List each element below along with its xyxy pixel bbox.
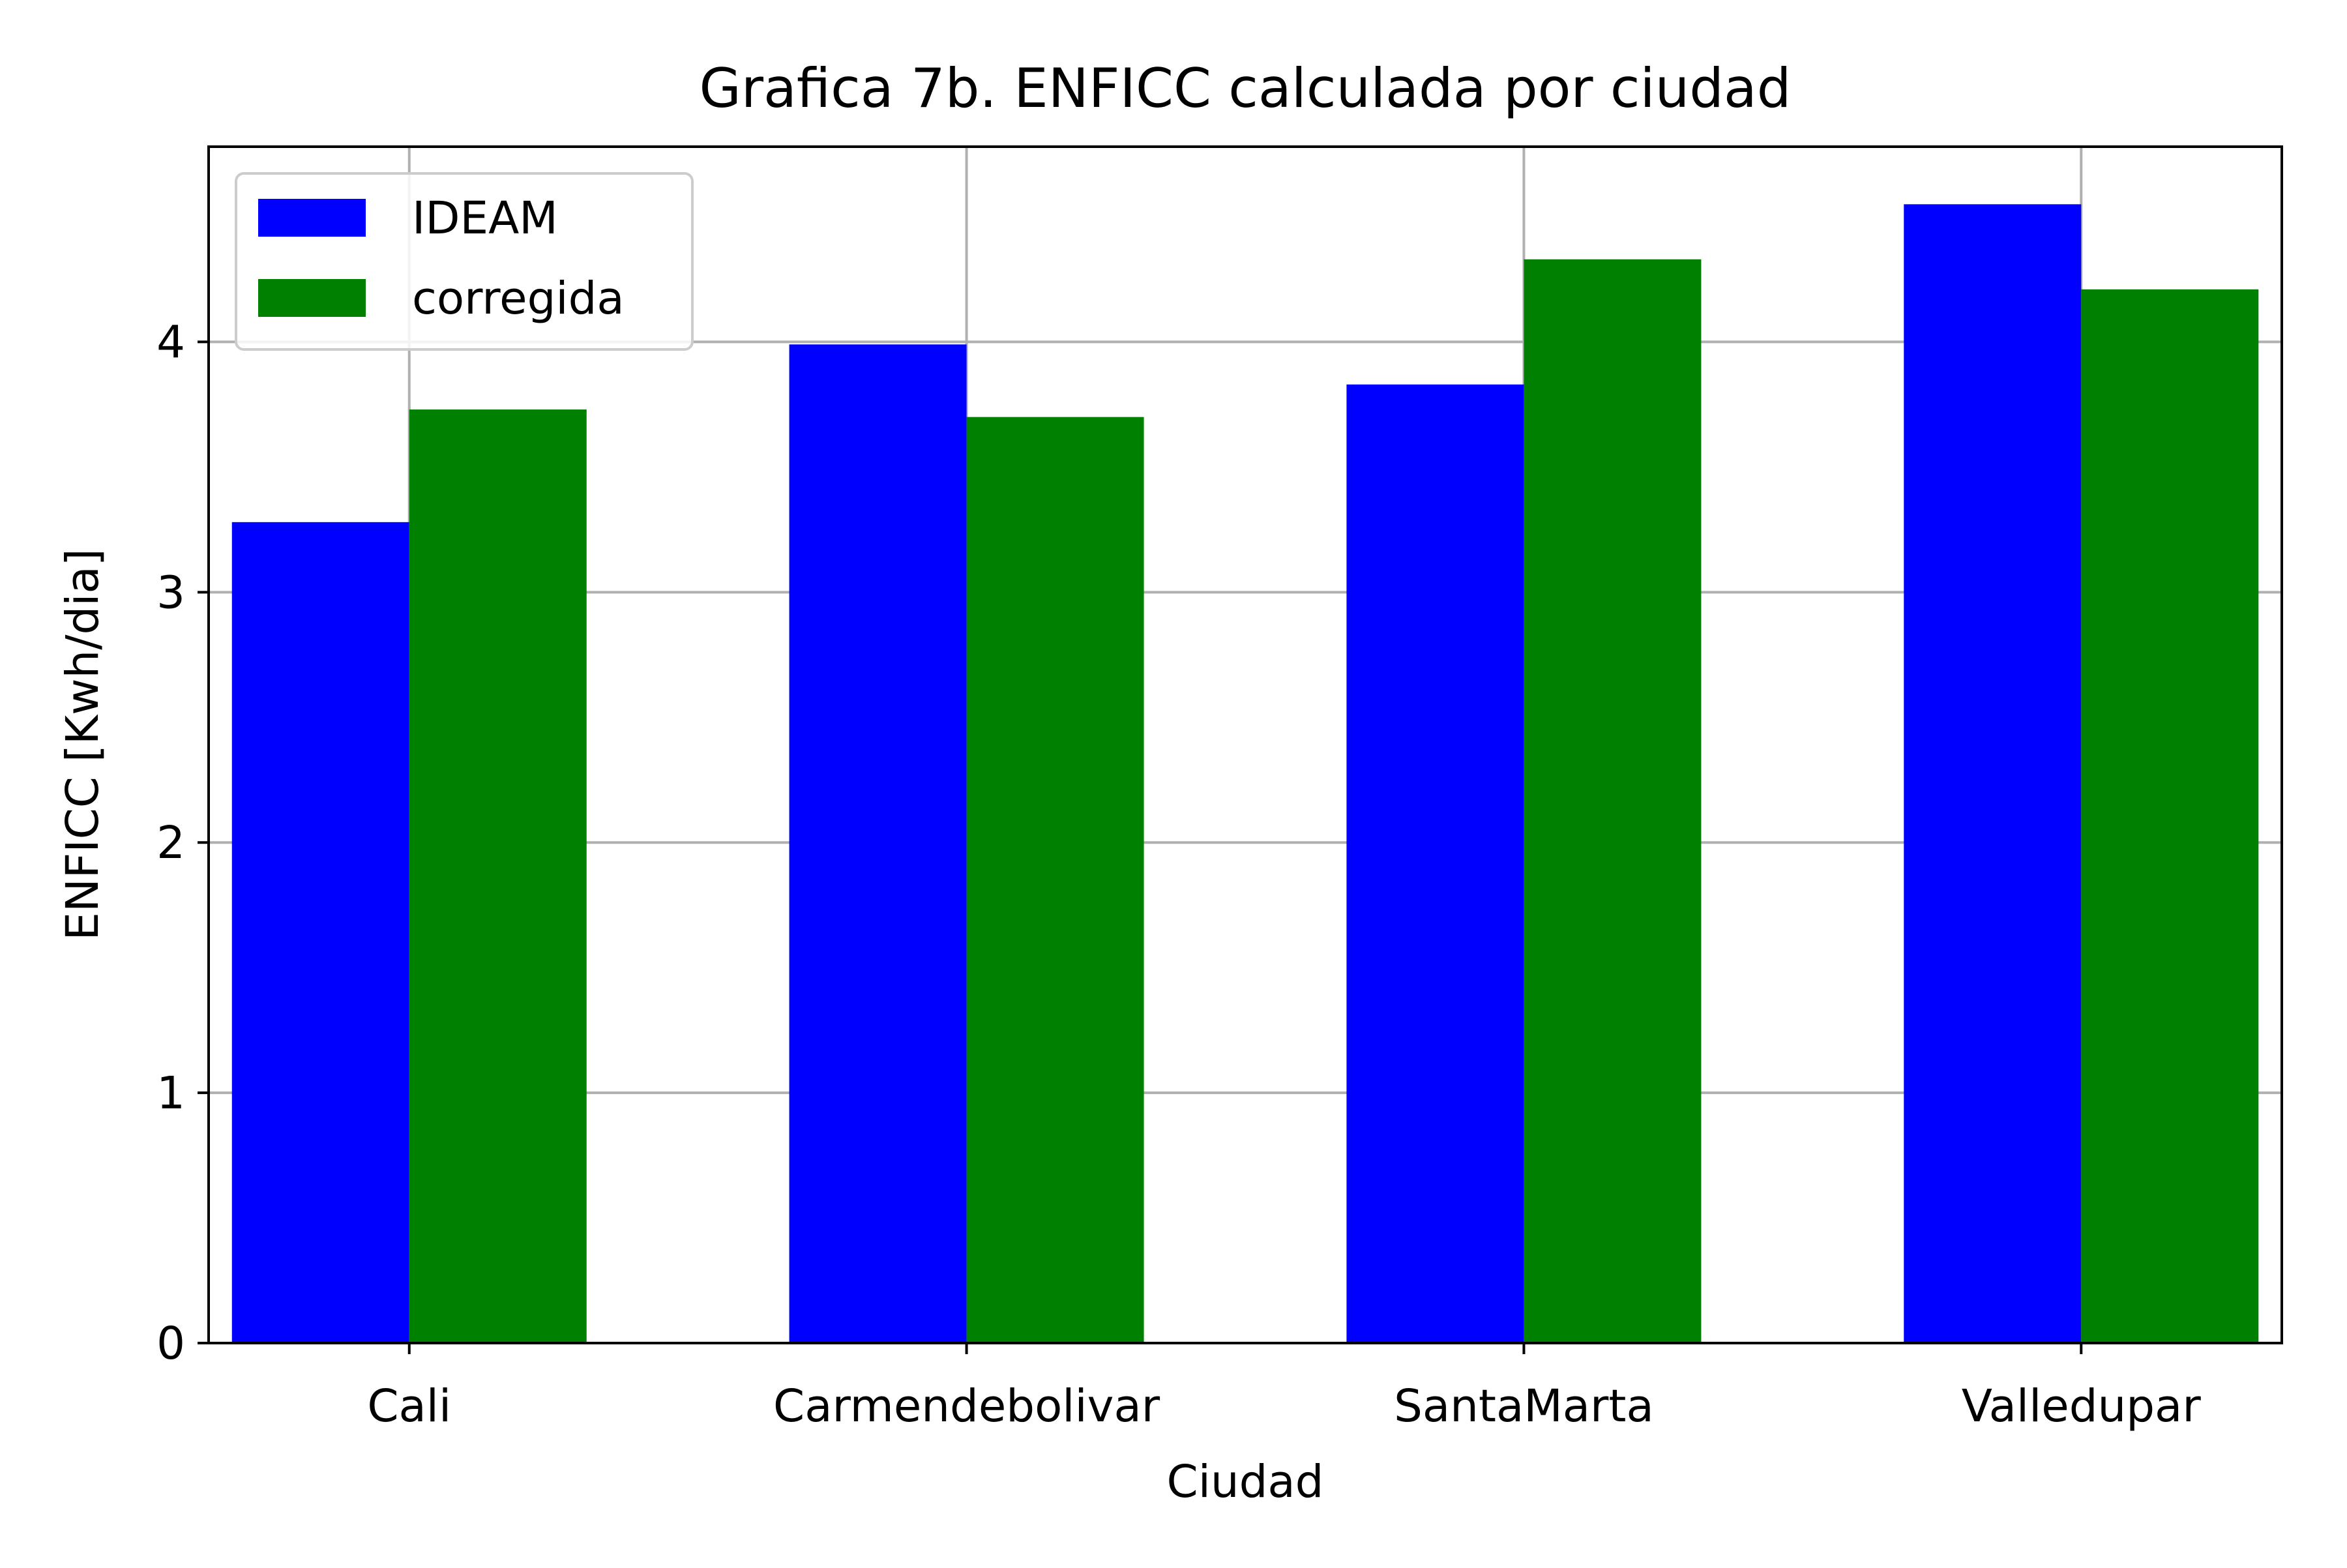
- y-axis-label: ENFICC [Kwh/dia]: [57, 548, 109, 940]
- y-tick-label: 1: [156, 1067, 185, 1119]
- bar-corregida-cali: [409, 409, 587, 1344]
- bar-corregida-carmendebolivar: [966, 417, 1144, 1343]
- legend-swatch-ideam: [258, 199, 366, 237]
- x-tick-label-santamarta: SantaMarta: [1394, 1380, 1654, 1432]
- y-tick-label: 3: [156, 567, 185, 619]
- x-tick-label-carmendebolivar: Carmendebolivar: [773, 1380, 1160, 1432]
- chart-title: Grafica 7b. ENFICC calculada por ciudad: [700, 57, 1792, 120]
- y-tick-label: 2: [156, 817, 185, 869]
- x-tick-label-cali: Cali: [367, 1380, 451, 1432]
- x-tick-label-valledupar: Valledupar: [1962, 1380, 2202, 1432]
- plot-frame: [207, 145, 2283, 1344]
- bar-ideam-santamarta: [1346, 384, 1524, 1343]
- bar-corregida-santamarta: [1524, 259, 1702, 1344]
- bar-ideam-carmendebolivar: [789, 344, 967, 1343]
- bar-ideam-cali: [231, 522, 409, 1343]
- bars: [231, 204, 2259, 1344]
- legend-label-corregida: corregida: [412, 273, 625, 325]
- bar-ideam-valledupar: [1904, 204, 2082, 1344]
- y-tick-label: 4: [156, 316, 185, 368]
- legend-label-ideam: IDEAM: [412, 192, 558, 244]
- legend: IDEAM corregida: [235, 172, 694, 351]
- bar-corregida-valledupar: [2081, 289, 2259, 1343]
- legend-swatch-corregida: [258, 279, 366, 317]
- x-axis-label: Ciudad: [1167, 1456, 1324, 1508]
- y-tick-label: 0: [156, 1318, 185, 1370]
- axis-ticks: 0 1 2 3 4 Cali Carmendebolivar SantaMarta Valled…: [156, 316, 2201, 1432]
